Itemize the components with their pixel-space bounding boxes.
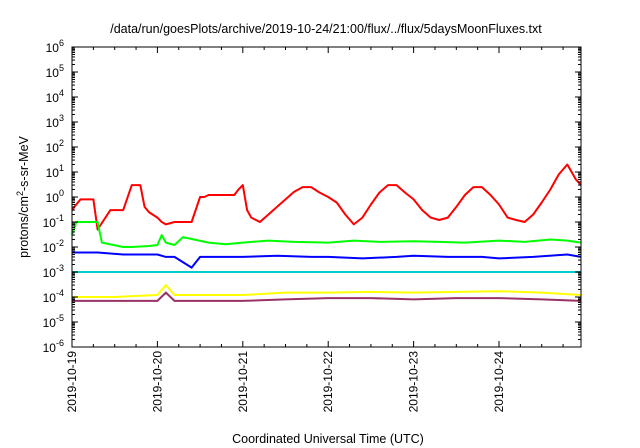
axes-layer: 10-6 10-5 10-4 10-3 10-2 10-1 100 101 102 103 104 1… [43,38,582,413]
y-tick-label: 10-4 [43,288,64,305]
y-tick-label: 103 [46,113,64,130]
y-tick-label: 10-3 [43,263,64,280]
series-line-1 [71,163,582,231]
series-line-2 [71,221,582,248]
y-tick-label: 102 [46,138,64,155]
series-line-3 [72,251,582,269]
x-tick-label: 2019-10-23 [407,351,421,413]
y-tick-label: 10-6 [43,338,64,355]
y-axis-label-main: protons/cm [17,196,31,258]
svg-text:protons/cm2-s-sr-MeV: protons/cm2-s-sr-MeV [15,135,31,257]
chart-title: /data/run/goesPlots/archive/2019-10-24/2… [110,22,542,36]
y-tick-label: 10-2 [43,238,64,255]
y-tick-label: 106 [46,38,64,55]
y-tick-label: 105 [46,63,64,80]
y-tick-label: 100 [46,188,64,205]
plot-layer [71,163,582,302]
x-tick-label: 2019-10-21 [236,351,250,413]
y-tick-label: 10-1 [43,213,64,230]
x-tick-label: 2019-10-19 [65,351,79,413]
series-line-6 [72,291,582,302]
x-tick-label: 2019-10-24 [492,351,506,413]
x-axis-label: Coordinated Universal Time (UTC) [232,432,424,446]
x-tick-label: 2019-10-20 [150,351,164,413]
y-tick-label: 101 [46,163,64,180]
y-axis-label-suffix: -s-sr-MeV [17,135,31,191]
y-tick-label: 10-5 [43,313,64,330]
y-axis-label-superscript: 2 [15,191,25,196]
x-tick-label: 2019-10-22 [321,351,335,413]
y-tick-label: 104 [46,88,64,105]
series-line-5 [72,284,582,298]
y-axis-label: protons/cm2-s-sr-MeV [15,135,31,257]
